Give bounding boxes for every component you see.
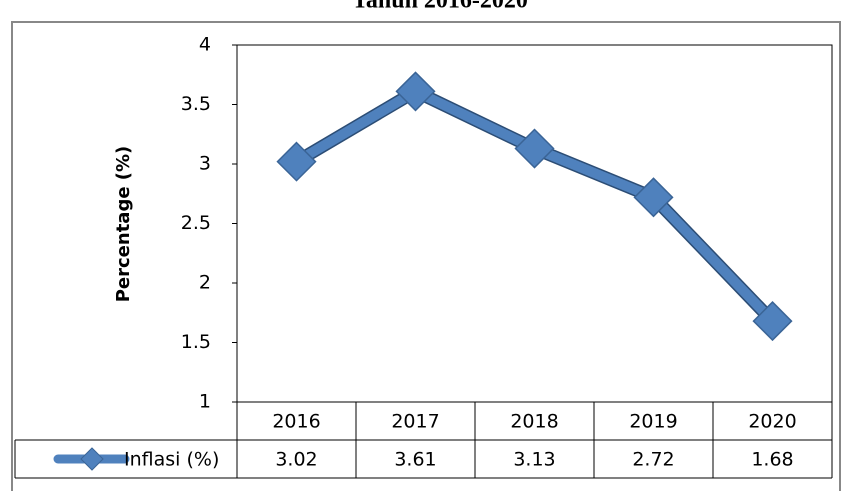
- legend-marker: [80, 447, 104, 471]
- x-tick-label: 2017: [391, 411, 439, 433]
- table-value: 2.72: [632, 449, 674, 471]
- marker: [395, 71, 436, 112]
- chart-title: Tahun 2016-2020: [352, 0, 528, 14]
- chart-frame: [11, 21, 841, 491]
- table-value: 1.68: [751, 449, 793, 471]
- y-tick-label: 1.5: [181, 331, 211, 353]
- marker: [276, 141, 317, 182]
- x-tick-label: 2018: [510, 411, 558, 433]
- y-tick-label: 1: [199, 391, 211, 413]
- y-tick-label: 3.5: [181, 93, 211, 115]
- x-tick-label: 2016: [272, 411, 320, 433]
- legend-label: Inflasi (%): [124, 449, 219, 471]
- plot-area: [236, 44, 833, 403]
- table-value: 3.02: [275, 449, 317, 471]
- x-tick-label: 2019: [629, 411, 677, 433]
- x-tick-label: 2020: [748, 411, 796, 433]
- y-tick-label: 3: [199, 153, 211, 175]
- y-tick-label: 4: [199, 34, 211, 56]
- marker: [752, 301, 793, 342]
- line-shadow: [290, 84, 779, 328]
- table-value: 3.61: [394, 449, 436, 471]
- table-value: 3.13: [513, 449, 555, 471]
- y-axis-label: Percentage (%): [113, 146, 134, 303]
- y-tick-label: 2: [199, 272, 211, 294]
- marker: [633, 177, 674, 218]
- marker: [514, 128, 555, 169]
- y-tick-label: 2.5: [181, 212, 211, 234]
